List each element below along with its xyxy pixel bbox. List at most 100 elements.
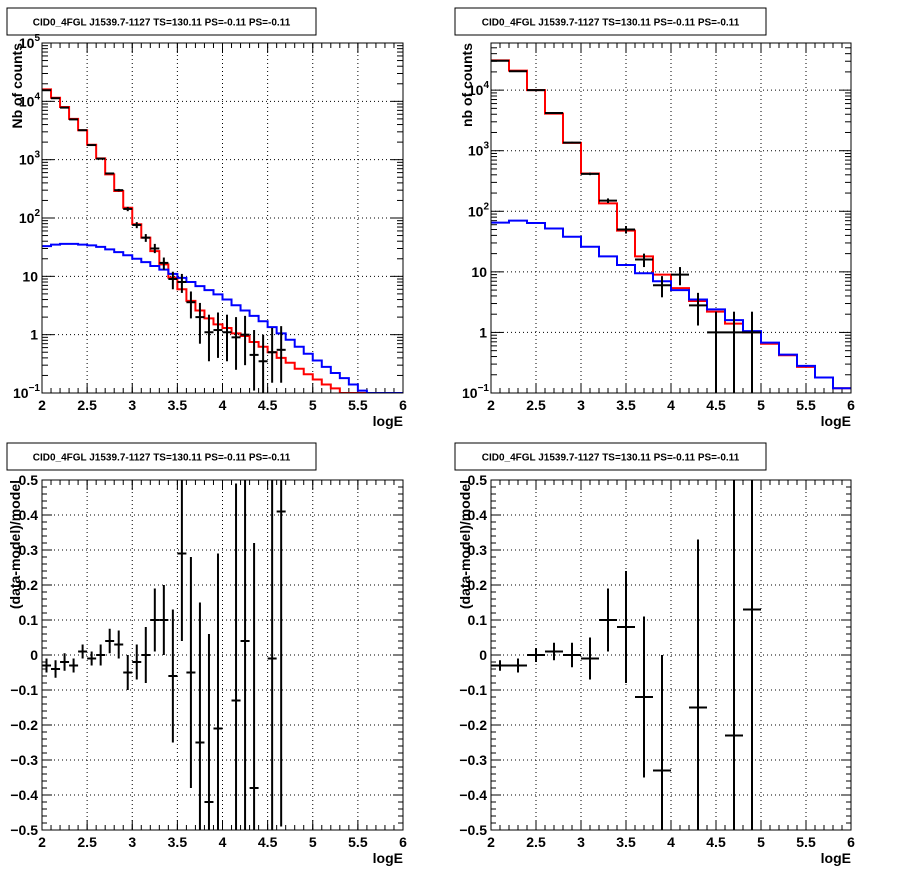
y-tick-label: 105 — [19, 33, 41, 51]
x-axis-label: logE — [373, 850, 403, 866]
y-tick-label: 0.4 — [19, 507, 39, 523]
x-tick-label: 5 — [757, 397, 765, 413]
title-box — [454, 442, 767, 471]
chart-title: CID0_4FGL J1539.7-1127 TS=130.11 PS=-0.1… — [33, 453, 291, 464]
x-tick-label: 3 — [128, 397, 136, 413]
residual-point — [132, 644, 142, 680]
y-tick-label: 0.3 — [468, 542, 488, 558]
data-point — [132, 222, 142, 229]
data-point — [707, 311, 725, 393]
residual-point — [276, 480, 286, 827]
y-tick-label: −0.2 — [459, 717, 487, 733]
residual-point — [527, 648, 545, 662]
y-tick-label: −0.5 — [459, 822, 487, 838]
data-point — [195, 302, 205, 344]
y-tick-label: 1 — [479, 324, 487, 340]
x-tick-label: 2 — [487, 834, 495, 850]
data-point — [725, 311, 743, 393]
x-tick-label: 6 — [847, 397, 855, 413]
x-tick-label: 3 — [128, 834, 136, 850]
y-tick-exponent: 4 — [34, 91, 40, 102]
y-tick-label: 104 — [19, 91, 41, 109]
data-point — [599, 198, 617, 203]
residual-point — [725, 480, 743, 830]
residual-point — [195, 602, 205, 830]
y-tick-label: 0.3 — [19, 542, 39, 558]
grid-lines — [491, 480, 851, 830]
x-tick-label: 5.5 — [796, 397, 816, 413]
background-model-histogram — [42, 242, 403, 393]
y-axis-label: nb of counts — [459, 43, 475, 127]
data-point — [177, 273, 187, 293]
y-tick-label: 0.5 — [468, 472, 488, 488]
y-tick-label: 103 — [19, 150, 41, 168]
y-tick-label: −0.5 — [10, 822, 38, 838]
x-tick-label: 3 — [577, 834, 585, 850]
x-tick-label: 3.5 — [616, 834, 636, 850]
residual-point — [491, 660, 509, 671]
data-point — [231, 317, 241, 370]
y-axis-label: Nb of counts — [9, 43, 25, 129]
plot-area — [491, 480, 761, 830]
y-tick-label: 0.5 — [19, 472, 39, 488]
plot-frame — [490, 479, 852, 831]
residual-point — [545, 642, 563, 661]
y-tick-label: 0 — [479, 647, 487, 663]
data-point — [222, 314, 232, 362]
x-tick-label: 2 — [38, 397, 46, 413]
y-tick-base: 10 — [468, 82, 484, 98]
residuals-panel-left: CID0_4FGL J1539.7-1127 TS=130.11 PS=-0.1… — [6, 442, 407, 866]
y-tick-label: 10−1 — [462, 383, 489, 401]
y-tick-label: −0.3 — [459, 752, 487, 768]
data-point — [258, 334, 268, 393]
residual-point — [599, 588, 617, 652]
counts-panel-right: CID0_4FGL J1539.7-1127 TS=130.11 PS=-0.1… — [454, 7, 855, 429]
x-tick-label: 6 — [399, 834, 407, 850]
y-tick-label: 102 — [468, 201, 490, 219]
residual-point — [42, 658, 52, 673]
y-axis-label: (data-model)/model — [7, 480, 23, 609]
data-point — [51, 97, 61, 100]
residual-point — [51, 660, 61, 678]
y-tick-label: 0.4 — [468, 507, 488, 523]
y-tick-base: 10 — [19, 93, 35, 109]
y-tick-label: −0.3 — [10, 752, 38, 768]
y-tick-label: 0 — [30, 647, 38, 663]
chart-title: CID0_4FGL J1539.7-1127 TS=130.11 PS=-0.1… — [33, 18, 291, 29]
plot-area — [42, 88, 403, 393]
x-tick-label: 5 — [309, 834, 317, 850]
x-tick-label: 5 — [309, 397, 317, 413]
data-point — [509, 70, 527, 73]
residual-point — [105, 628, 115, 654]
residual-point — [204, 634, 214, 830]
residual-point — [186, 557, 196, 788]
data-point — [87, 144, 97, 147]
y-tick-label: −0.2 — [10, 717, 38, 733]
x-axis-label: logE — [373, 413, 403, 429]
data-point — [78, 129, 88, 132]
x-tick-label: 2.5 — [526, 834, 546, 850]
data-point — [617, 226, 635, 234]
residual-point — [78, 644, 88, 659]
x-axis-label: logE — [821, 413, 851, 429]
data-point — [105, 172, 115, 175]
data-point — [527, 89, 545, 92]
data-point — [545, 111, 563, 114]
y-tick-base: 10 — [468, 203, 484, 219]
plot-area — [42, 480, 286, 830]
data-point — [114, 188, 124, 192]
y-tick-exponent: 2 — [34, 208, 40, 219]
residual-point — [150, 588, 160, 652]
x-tick-label: 4.5 — [258, 834, 278, 850]
data-point — [689, 292, 707, 326]
data-point — [150, 243, 160, 254]
y-tick-base: 10 — [19, 152, 35, 168]
chart-title: CID0_4FGL J1539.7-1127 TS=130.11 PS=-0.1… — [482, 453, 740, 464]
y-tick-label: −0.4 — [10, 787, 38, 803]
y-tick-label: 0.1 — [468, 612, 488, 628]
data-point — [671, 267, 689, 286]
data-point — [60, 106, 70, 109]
residual-point — [249, 543, 259, 830]
x-tick-label: 2 — [38, 834, 46, 850]
